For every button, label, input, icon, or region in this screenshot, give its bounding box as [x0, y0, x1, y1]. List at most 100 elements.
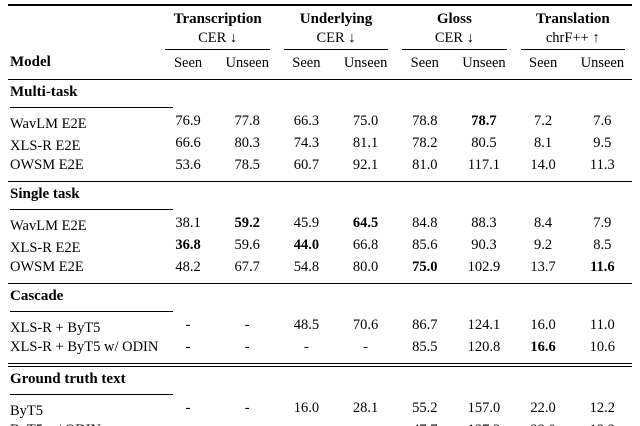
- metric-value-empty: -: [158, 420, 217, 426]
- metric-value: 77.8: [234, 112, 260, 129]
- metric-value: 88.3: [471, 214, 497, 231]
- section-header-multi-task: Multi-task: [8, 79, 632, 110]
- metric-value: 13.7: [530, 258, 556, 275]
- metric-value: 23.0: [514, 420, 573, 426]
- metric-value-empty: -: [336, 420, 395, 426]
- metric-value: 11.0: [589, 316, 615, 333]
- table-row: XLS-R + ByT5 w/ ODIN - - - - 85.5 120.8 …: [8, 337, 632, 365]
- header-metric-row: CER ↓ CER ↓ CER ↓ chrF++ ↑: [8, 29, 632, 50]
- metric-value: 12.2: [589, 399, 616, 416]
- metric-value: 80.0: [352, 258, 379, 275]
- metric-value: 8.4: [534, 214, 553, 231]
- metric-label: CER ↓: [165, 30, 270, 50]
- metric-value: 81.1: [352, 134, 379, 151]
- metric-value-empty: -: [218, 420, 277, 426]
- metric-value: 78.5: [234, 156, 260, 173]
- metric-value: 117.1: [467, 156, 500, 173]
- metric-value: 47.7: [395, 420, 454, 426]
- metric-value: 7.6: [593, 112, 612, 129]
- metric-value-best: 75.0: [412, 258, 438, 275]
- metric-value-best: 16.6: [530, 338, 556, 355]
- metric-value: 78.2: [412, 134, 438, 151]
- column-group-gloss: Gloss: [436, 11, 472, 27]
- table-row: ByT5 w/ ODIN - - - - 47.7 137.2 23.0 12.…: [8, 420, 632, 426]
- table-row: OWSM E2E 48.2 67.7 54.8 80.0 75.0 102.9 …: [8, 257, 632, 284]
- metric-value: 78.8: [412, 112, 438, 129]
- metric-value-empty: -: [244, 316, 250, 333]
- metric-label: chrF++ ↑: [520, 30, 625, 50]
- model-name: WavLM E2E: [10, 115, 87, 132]
- metric-value: 16.0: [530, 316, 556, 333]
- metric-value: 14.0: [530, 156, 556, 173]
- metric-value: 59.6: [234, 236, 260, 253]
- metric-value: 10.6: [589, 338, 616, 355]
- section-header-ground-truth: Ground truth text: [8, 362, 632, 398]
- metric-value: 80.3: [234, 134, 260, 151]
- metric-value: 7.9: [593, 214, 612, 231]
- subheader-unseen: Unseen: [335, 49, 396, 80]
- table-row: OWSM E2E 53.6 78.5 60.7 92.1 81.0 117.1 …: [8, 155, 632, 182]
- subheader-unseen: Unseen: [572, 49, 632, 80]
- section-label: Ground truth text: [10, 371, 173, 395]
- metric-value: 80.5: [471, 134, 497, 151]
- metric-value-empty: -: [185, 399, 191, 416]
- metric-value-empty: -: [185, 316, 191, 333]
- metric-value: 70.6: [352, 316, 379, 333]
- subheader-seen: Seen: [395, 49, 455, 80]
- model-name: XLS-R E2E: [10, 239, 81, 256]
- metric-value-best: 36.8: [175, 236, 201, 253]
- metric-translation: chrF++ ↑: [514, 29, 632, 50]
- metric-value: 22.0: [530, 399, 556, 416]
- metric-value: 16.0: [293, 399, 320, 416]
- model-column-header: Model: [8, 5, 159, 80]
- metric-value: 54.8: [293, 258, 320, 275]
- subheader-seen: Seen: [276, 49, 336, 80]
- metric-value: 8.5: [593, 236, 612, 253]
- metric-value: 8.1: [534, 134, 553, 151]
- model-name: XLS-R E2E: [10, 137, 81, 154]
- metric-value-best: 64.5: [352, 214, 379, 231]
- metric-value: 38.1: [175, 214, 201, 231]
- section-label: Multi-task: [10, 84, 173, 108]
- subheader-unseen: Unseen: [217, 49, 277, 80]
- metric-value: 102.9: [467, 258, 501, 275]
- section-header-single-task: Single task: [8, 180, 632, 213]
- metric-value: 120.8: [467, 338, 501, 355]
- model-name: XLS-R + ByT5 w/ ODIN: [10, 338, 159, 355]
- metric-value-best: 44.0: [293, 236, 320, 253]
- results-table: Model Transcription Underlying Gloss Tra…: [8, 4, 632, 426]
- metric-value-empty: -: [303, 338, 309, 355]
- metric-value: 67.7: [234, 258, 260, 275]
- metric-value: 85.6: [412, 236, 438, 253]
- header-subcolumn-row: Seen Unseen Seen Unseen Seen Unseen Seen…: [8, 49, 632, 80]
- metric-value: 75.0: [352, 112, 379, 129]
- metric-value: 74.3: [293, 134, 320, 151]
- header-group-row: Model Transcription Underlying Gloss Tra…: [8, 5, 632, 80]
- column-group-transcription: Transcription: [173, 11, 262, 27]
- model-name: WavLM E2E: [10, 217, 87, 234]
- metric-label: CER ↓: [283, 30, 389, 50]
- metric-value: 66.6: [175, 134, 201, 151]
- metric-underlying: CER ↓: [277, 29, 395, 50]
- metric-value-best: 78.7: [471, 112, 497, 129]
- table-row: ByT5 - - 16.0 28.1 55.2 157.0 22.0 12.2: [8, 398, 632, 420]
- subheader-seen: Seen: [158, 49, 218, 80]
- model-name: OWSM E2E: [10, 156, 84, 173]
- table-row: XLS-R + ByT5 - - 48.5 70.6 86.7 124.1 16…: [8, 315, 632, 337]
- metric-value: 66.8: [352, 236, 379, 253]
- metric-gloss: CER ↓: [395, 29, 513, 50]
- metric-value-best: 59.2: [234, 214, 260, 231]
- metric-value: 157.0: [467, 399, 501, 416]
- table-row: WavLM E2E 76.9 77.8 66.3 75.0 78.8 78.7 …: [8, 111, 632, 133]
- table-row: XLS-R E2E 66.6 80.3 74.3 81.1 78.2 80.5 …: [8, 133, 632, 155]
- metric-label: CER ↓: [402, 30, 507, 50]
- metric-value: 12.2: [573, 420, 632, 426]
- table-row: XLS-R E2E 36.8 59.6 44.0 66.8 85.6 90.3 …: [8, 235, 632, 257]
- metric-value: 11.3: [589, 156, 615, 173]
- metric-value: 9.2: [534, 236, 553, 253]
- model-name: XLS-R + ByT5: [10, 319, 101, 336]
- metric-value: 55.2: [412, 399, 438, 416]
- section-header-cascade: Cascade: [8, 282, 632, 315]
- subheader-unseen: Unseen: [454, 49, 514, 80]
